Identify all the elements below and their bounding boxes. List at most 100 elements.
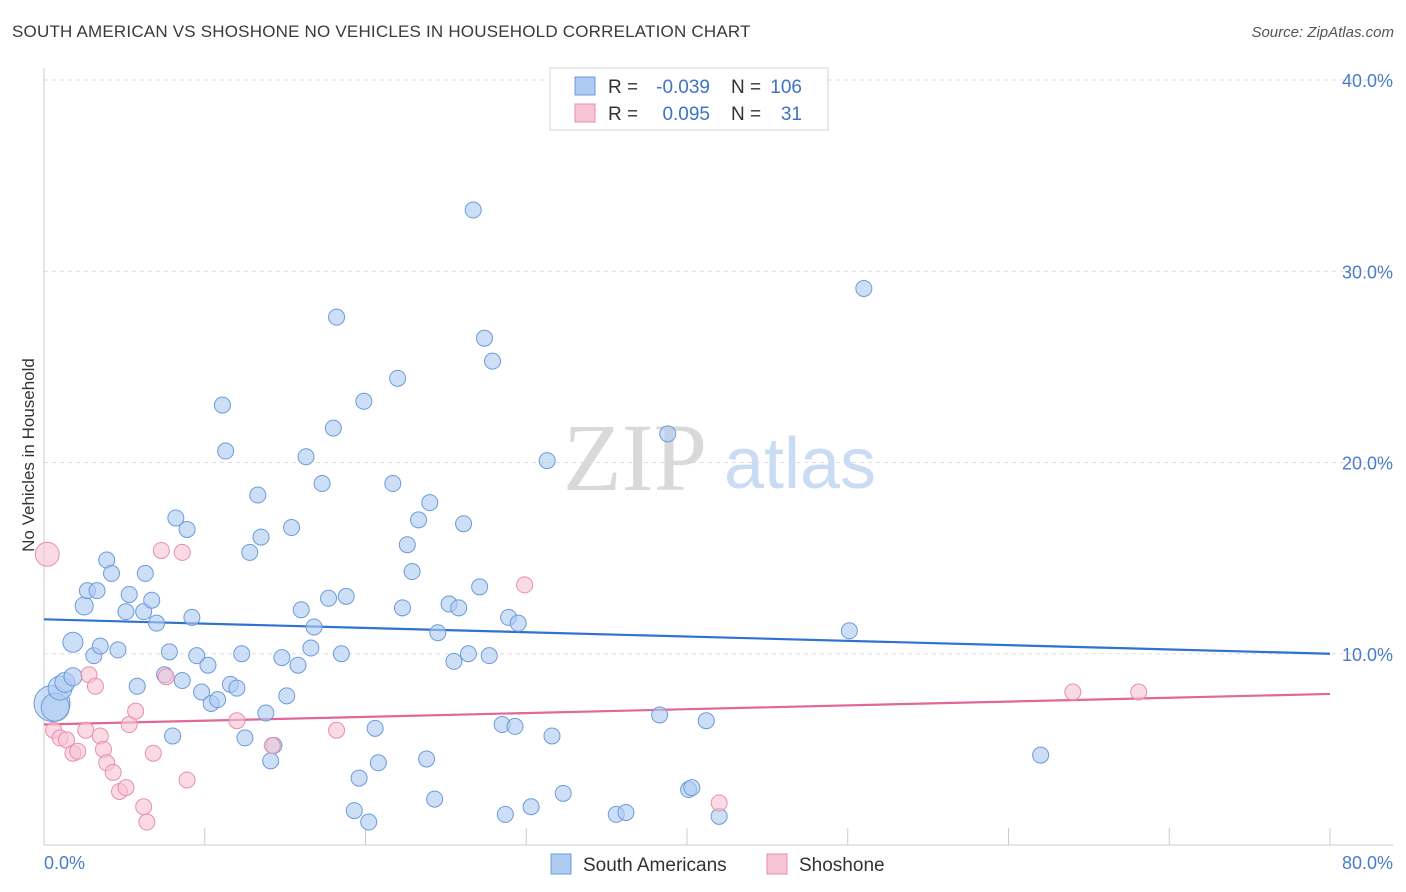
point-shoshone (138, 813, 156, 831)
point-south-americans (302, 639, 320, 657)
point-south-americans (418, 750, 436, 768)
point-south-americans (160, 643, 178, 661)
point-south-americans (249, 486, 267, 504)
point-south-americans (328, 308, 346, 326)
point-south-americans (305, 618, 323, 636)
point-south-americans (475, 329, 493, 347)
legend-r-value-1: -0.039 (656, 77, 710, 98)
x-tick-label-min: 0.0% (44, 853, 85, 873)
point-south-americans (136, 564, 154, 582)
point-south-americans (289, 656, 307, 674)
point-south-americans (74, 596, 94, 616)
point-shoshone (104, 763, 122, 781)
point-south-americans (337, 587, 355, 605)
point-south-americans (332, 645, 350, 663)
point-shoshone (127, 702, 145, 720)
point-south-americans (109, 641, 127, 659)
point-south-americans (257, 704, 275, 722)
y-tick-label: 30.0% (1342, 262, 1393, 282)
point-south-americans (128, 677, 146, 695)
point-south-americans (193, 683, 211, 701)
point-south-americans (421, 494, 439, 512)
point-south-americans (410, 511, 428, 529)
point-south-americans (464, 201, 482, 219)
point-south-americans (199, 656, 217, 674)
point-shoshone (173, 543, 191, 561)
point-south-americans (855, 279, 873, 297)
bottom-legend-swatch-shoshone (766, 853, 788, 875)
y-tick-label: 20.0% (1342, 454, 1393, 474)
watermark-atlas: atlas (724, 424, 876, 504)
point-south-americans (426, 790, 444, 808)
legend-n-label-1: N = (731, 77, 761, 98)
point-south-americans (389, 369, 407, 387)
point-south-americans (509, 614, 527, 632)
point-south-americans (273, 649, 291, 667)
point-south-americans (143, 591, 161, 609)
legend-swatch-shoshone (574, 103, 596, 123)
point-south-americans (241, 543, 259, 561)
point-south-americans (209, 691, 227, 709)
bottom-legend-label-south-americans: South Americans (583, 855, 727, 876)
point-south-americans (188, 647, 206, 665)
trend-line-shoshone (43, 692, 1331, 726)
point-south-americans (459, 645, 477, 663)
point-south-americans (350, 769, 368, 787)
point-shoshone (516, 576, 534, 594)
point-shoshone (178, 771, 196, 789)
axes: 10.0% 20.0% 30.0% 40.0% (43, 68, 1393, 846)
legend-n-value-1: 106 (770, 77, 802, 98)
point-south-americans (213, 396, 231, 414)
point-shoshone (86, 677, 104, 695)
point-south-americans (252, 528, 270, 546)
point-shoshone (263, 737, 281, 755)
point-south-americans (522, 798, 540, 816)
point-south-americans (429, 624, 447, 642)
point-south-americans (228, 679, 246, 697)
point-south-americans (455, 515, 473, 533)
point-shoshone (144, 744, 162, 762)
point-south-americans (292, 601, 310, 619)
point-south-americans (1032, 746, 1050, 764)
bottom-legend-swatch-south-americans (550, 853, 572, 875)
y-tick-label: 40.0% (1342, 71, 1393, 91)
point-south-americans (651, 706, 669, 724)
point-south-americans (262, 752, 280, 770)
point-south-americans (164, 727, 182, 745)
point-south-americans (369, 754, 387, 772)
point-south-americans (471, 578, 489, 596)
point-shoshone (77, 721, 95, 739)
point-south-americans (173, 672, 191, 690)
y-axis-label: No Vehicles in Household (19, 358, 38, 552)
gridlines (44, 79, 1393, 655)
point-south-americans (62, 631, 84, 653)
point-south-americans (120, 585, 138, 603)
point-south-americans (398, 536, 416, 554)
point-south-americans (496, 805, 514, 823)
point-south-americans (554, 784, 572, 802)
point-south-americans (233, 645, 251, 663)
point-south-americans (840, 622, 858, 640)
point-south-americans (278, 687, 296, 705)
legend-r-label-1: R = (608, 77, 638, 98)
point-south-americans (697, 712, 715, 730)
point-south-americans (324, 419, 342, 437)
point-south-americans (450, 599, 468, 617)
point-shoshone (710, 794, 728, 812)
y-tick-label: 10.0% (1342, 645, 1393, 665)
point-south-americans (297, 448, 315, 466)
point-shoshone (157, 668, 175, 686)
point-south-americans (313, 475, 331, 493)
point-shoshone (34, 541, 60, 567)
point-south-americans (88, 582, 106, 600)
point-south-americans (167, 509, 185, 527)
point-south-americans (178, 520, 196, 538)
point-south-americans (345, 802, 363, 820)
data-points (33, 201, 1148, 831)
trend-line-south-americans (43, 618, 1331, 655)
trend-lines (43, 618, 1331, 726)
point-south-americans (384, 475, 402, 493)
point-south-americans (366, 719, 384, 737)
point-shoshone (69, 742, 87, 760)
